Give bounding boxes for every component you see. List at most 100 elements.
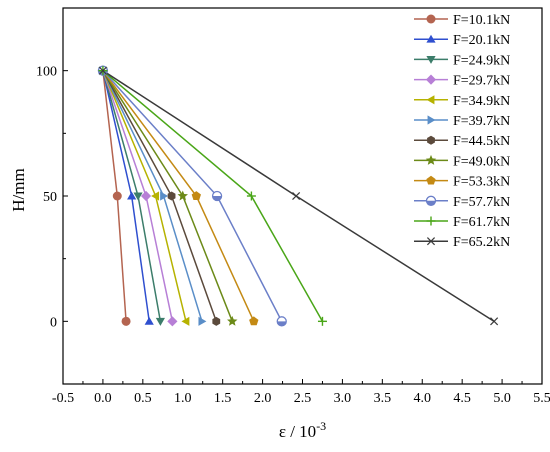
plot-markers — [97, 65, 499, 327]
data-point-s6-p2-shape — [160, 191, 169, 201]
x-tick-label: 5.5 — [533, 391, 550, 406]
data-point-s4-p2-shape — [140, 190, 152, 202]
data-point-s9-p2 — [191, 191, 201, 200]
x-axis-title-text: ε / 10 — [279, 422, 316, 441]
x-axis-title-exponent: -3 — [316, 419, 326, 433]
y-tick-label: 50 — [43, 190, 57, 205]
x-tick-label: 1.0 — [174, 391, 192, 406]
data-point-s6-p2 — [160, 191, 169, 201]
data-point-s12-p3 — [98, 66, 107, 75]
data-point-s9-p2-shape — [191, 191, 201, 200]
x-tick-label: 2.5 — [294, 391, 312, 406]
legend-marker — [425, 74, 437, 85]
legend-label: F=10.1kN — [453, 13, 510, 28]
legend-item-3: F=24.9kN — [414, 53, 510, 68]
data-point-s2-p2 — [127, 191, 137, 200]
legend-marker — [426, 237, 436, 246]
legend-label: F=65.2kN — [453, 235, 510, 250]
legend-label: F=39.7kN — [453, 114, 510, 129]
data-point-s7-p1 — [212, 316, 221, 326]
legend-marker — [426, 34, 436, 43]
data-point-s12-p2-d2 — [292, 191, 301, 201]
y-axis-title: H/mm — [9, 168, 28, 211]
x-tick-label: 0.0 — [94, 391, 112, 406]
legend-marker-shape — [425, 74, 437, 85]
data-point-s8-p1-shape — [227, 315, 238, 326]
legend-marker-fill — [426, 200, 436, 206]
data-point-s6-p1-shape — [198, 316, 207, 326]
legend-marker-shape — [427, 135, 435, 145]
data-point-s3-p2-shape — [133, 192, 143, 201]
data-point-s2-p1-shape — [144, 316, 154, 325]
data-point-s4-p1-shape — [167, 316, 178, 327]
data-point-s3-p2 — [133, 192, 143, 201]
data-point-s5-p1 — [181, 316, 190, 326]
data-point-s5-p1-shape — [181, 316, 190, 326]
x-tick-label: -0.5 — [52, 391, 74, 406]
x-tick-label: 0.5 — [134, 391, 152, 406]
legend-marker-shape — [427, 115, 436, 125]
legend-marker-shape — [426, 14, 436, 24]
legend-marker-d2 — [426, 237, 436, 246]
legend-marker-shape — [426, 95, 435, 105]
data-point-s8-p1 — [227, 315, 238, 326]
data-point-s11-p1 — [317, 316, 327, 326]
data-point-s1-p2-shape — [112, 191, 122, 201]
x-tick-label: 2.0 — [254, 391, 272, 406]
x-axis-title: ε / 10-3 — [279, 419, 326, 441]
data-point-s9-p1 — [249, 316, 259, 326]
legend-marker-shape — [426, 34, 436, 43]
data-point-s4-p2 — [140, 190, 152, 202]
legend-marker — [427, 115, 436, 125]
legend-marker — [426, 95, 435, 105]
legend-marker — [425, 195, 437, 206]
legend-label: F=44.5kN — [453, 134, 510, 149]
legend-label: F=53.3kN — [453, 175, 510, 190]
legend-marker — [425, 154, 437, 165]
data-point-s2-p2-shape — [127, 191, 137, 200]
data-point-s2-p1 — [144, 316, 154, 325]
legend-item-7: F=44.5kN — [414, 134, 510, 149]
x-tick-label: 4.5 — [453, 391, 471, 406]
data-point-s3-p1 — [155, 317, 165, 326]
data-point-s12-p2 — [292, 191, 301, 201]
legend-item-9: F=53.3kN — [414, 175, 510, 190]
x-tick-label: 4.0 — [414, 391, 432, 406]
data-point-s7-p2 — [167, 191, 176, 201]
data-point-s7-p1-shape — [212, 316, 221, 326]
legend-item-12: F=65.2kN — [414, 235, 510, 250]
y-axis: 0 50 100 — [36, 7, 68, 385]
data-point-s1-p2 — [112, 191, 122, 201]
data-point-s8-p2 — [177, 190, 188, 201]
legend: F=10.1kN F=20.1kN F=24.9kN F=29.7kN F=34.9kN… — [414, 13, 510, 250]
data-point-s5-p2-shape — [151, 191, 160, 201]
legend-label: F=29.7kN — [453, 74, 510, 89]
legend-label: F=34.9kN — [453, 94, 510, 109]
data-point-s10-p2 — [211, 190, 223, 202]
legend-item-11: F=61.7kN — [414, 215, 510, 230]
x-tick-label: 1.5 — [214, 391, 232, 406]
data-point-s12-p1-d2 — [490, 317, 499, 326]
data-point-s5-p2 — [151, 191, 160, 201]
data-point-s3-p1-shape — [155, 317, 165, 326]
legend-item-8: F=49.0kN — [414, 154, 510, 169]
data-point-s9-p1-shape — [249, 316, 259, 326]
x-axis: -0.5 0.0 0.5 1.0 1.5 2.0 2.5 3.0 3.5 4.0 4.5 5.0 5.5 — [52, 379, 550, 406]
legend-item-2: F=20.1kN — [414, 33, 510, 48]
data-point-s10-p1-fill — [277, 321, 287, 326]
y-tick-label: 100 — [36, 65, 57, 80]
data-point-s1-p1 — [121, 316, 131, 326]
legend-marker-shape — [426, 175, 436, 185]
legend-marker — [426, 55, 436, 64]
x-tick-label: 3.0 — [334, 391, 352, 406]
data-point-s10-p1 — [276, 316, 287, 327]
data-point-s12-p1 — [490, 317, 499, 326]
legend-label: F=20.1kN — [453, 33, 510, 48]
legend-label: F=24.9kN — [453, 53, 510, 68]
data-point-s11-p2 — [246, 191, 256, 201]
x-tick-label: 5.0 — [493, 391, 511, 406]
legend-marker-shape — [425, 154, 437, 165]
x-tick-label: 3.5 — [374, 391, 392, 406]
